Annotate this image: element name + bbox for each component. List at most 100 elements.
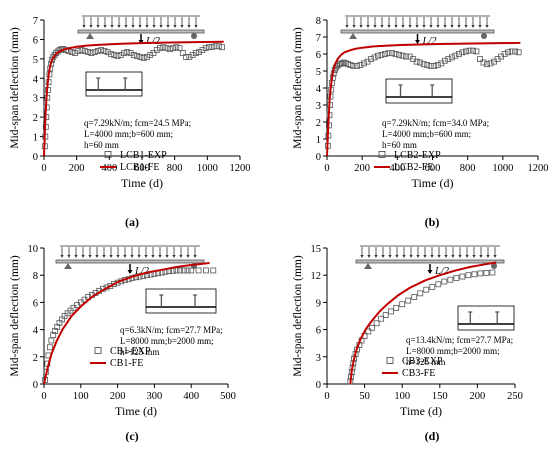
y-tick-label: 9 — [316, 298, 321, 309]
load-arrow-head — [436, 25, 440, 28]
x-tick-label: 1200 — [528, 163, 549, 174]
exp-marker — [101, 48, 108, 54]
exp-marker — [75, 48, 82, 54]
exp-marker — [417, 290, 424, 297]
y-tick-label: 2 — [33, 113, 38, 124]
exp-marker — [143, 54, 150, 60]
section-inset — [145, 288, 217, 314]
beam — [77, 29, 205, 34]
exp-marker — [505, 49, 512, 56]
load-arrow-head — [345, 25, 349, 28]
y-axis-label: Mid-span deflection (mm) — [292, 27, 304, 149]
x-tick-label: 50 — [359, 391, 370, 402]
y-tick-label: 6 — [33, 298, 38, 309]
exp-marker — [195, 267, 202, 274]
load-arrow-head — [437, 255, 441, 258]
beam-diagram: L/2 — [55, 245, 205, 277]
section-inset — [85, 71, 143, 97]
x-tick-label: 0 — [41, 163, 46, 174]
chart-panel-b: 0 200 400 600 800 1000 1200 0 1 2 3 4 5 6 7 8 Time (d) Mi… — [292, 15, 549, 229]
parameter-line: h=125 mm — [406, 357, 445, 367]
y-tick-label: 4 — [33, 74, 39, 85]
exp-marker — [483, 270, 490, 276]
pin-support — [364, 263, 372, 269]
exp-marker — [350, 63, 357, 69]
chart-panel-d: 0 50 100 150 200 250 0 3 6 9 12 15 Time (d) Mid-span … — [292, 244, 523, 443]
exp-marker — [179, 50, 186, 56]
exp-marker — [441, 57, 448, 64]
parameter-line: q=7.29kN/m; fcm=24.5 MPa; — [84, 118, 191, 128]
load-arrow-head — [173, 25, 177, 28]
exp-marker — [484, 61, 490, 68]
section-inset — [385, 78, 453, 104]
load-arrow-head — [151, 255, 155, 258]
x-axis-label: Time (d) — [400, 404, 442, 418]
load-arrow-head — [95, 255, 99, 258]
exp-marker — [399, 52, 406, 59]
section-inset — [457, 305, 515, 331]
y-axis-label: Mid-span deflection (mm) — [9, 255, 21, 377]
load-arrow-head — [388, 255, 392, 258]
x-tick-label: 250 — [507, 391, 523, 402]
x-tick-label: 300 — [147, 391, 163, 402]
exp-marker — [424, 62, 431, 68]
exp-marker — [465, 272, 472, 279]
y-tick-label: 2 — [316, 118, 321, 129]
y-tick-label: 5 — [33, 55, 38, 66]
roller-support — [481, 33, 487, 39]
load-arrow-head — [124, 25, 128, 28]
exp-marker — [378, 315, 385, 322]
exp-marker — [210, 267, 217, 274]
midspan-arrow-head — [138, 40, 144, 44]
exp-marker — [153, 47, 160, 54]
y-tick-label: 0 — [33, 380, 38, 391]
parameter-note: q=7.29kN/m; fcm=34.0 MPa;L=4000 mm;b=600… — [382, 118, 489, 150]
load-arrow-head — [374, 255, 378, 258]
exp-marker — [121, 50, 127, 56]
load-arrow-head — [137, 255, 141, 258]
exp-marker — [166, 46, 173, 53]
panel-label: (b) — [425, 215, 440, 229]
stud-connector — [495, 311, 500, 324]
load-arrow-head — [194, 25, 198, 28]
y-tick-label: 6 — [33, 35, 38, 46]
exp-marker — [338, 60, 345, 67]
midspan-arrow-head — [427, 270, 433, 274]
chart-panel-a: 0 200 400 600 800 1000 1200 0 1 2 3 4 5 6 7 Time (d) Mid… — [9, 15, 251, 229]
exp-marker — [124, 49, 131, 55]
load-arrow-head — [102, 255, 106, 258]
exp-marker — [445, 56, 452, 62]
exp-marker — [196, 49, 203, 55]
parameter-line: h=125 mm — [120, 347, 159, 357]
fe-curve — [43, 262, 210, 385]
exp-marker — [373, 320, 380, 327]
load-arrow-head — [457, 25, 461, 28]
exp-marker — [463, 48, 469, 55]
load-arrow-head — [486, 255, 490, 258]
exp-marker — [423, 286, 430, 293]
legend-marker-swatch — [94, 347, 102, 354]
load-arrow-head — [193, 255, 197, 258]
load-arrow-head — [360, 255, 364, 258]
y-tick-label: 0 — [33, 152, 38, 163]
exp-marker — [429, 284, 436, 290]
y-tick-label: 1 — [33, 133, 38, 144]
load-arrow-head — [464, 25, 468, 28]
load-arrow-head — [443, 25, 447, 28]
beam-diagram: L/2 — [77, 15, 205, 47]
exp-marker — [369, 324, 376, 331]
legend-label: LCB2-FE — [394, 162, 433, 173]
fe-curve — [349, 261, 497, 385]
exp-marker — [173, 44, 180, 51]
stud-connector — [430, 84, 435, 97]
load-arrow-head — [117, 25, 121, 28]
parameter-line: L=8000 mm;b=2000 mm; — [406, 346, 500, 356]
load-arrow-head — [179, 255, 183, 258]
exp-marker — [459, 273, 466, 280]
y-tick-label: 4 — [316, 84, 322, 95]
x-axis-label: Time (d) — [412, 176, 454, 190]
exp-marker — [413, 58, 420, 65]
exp-marker — [403, 53, 410, 60]
